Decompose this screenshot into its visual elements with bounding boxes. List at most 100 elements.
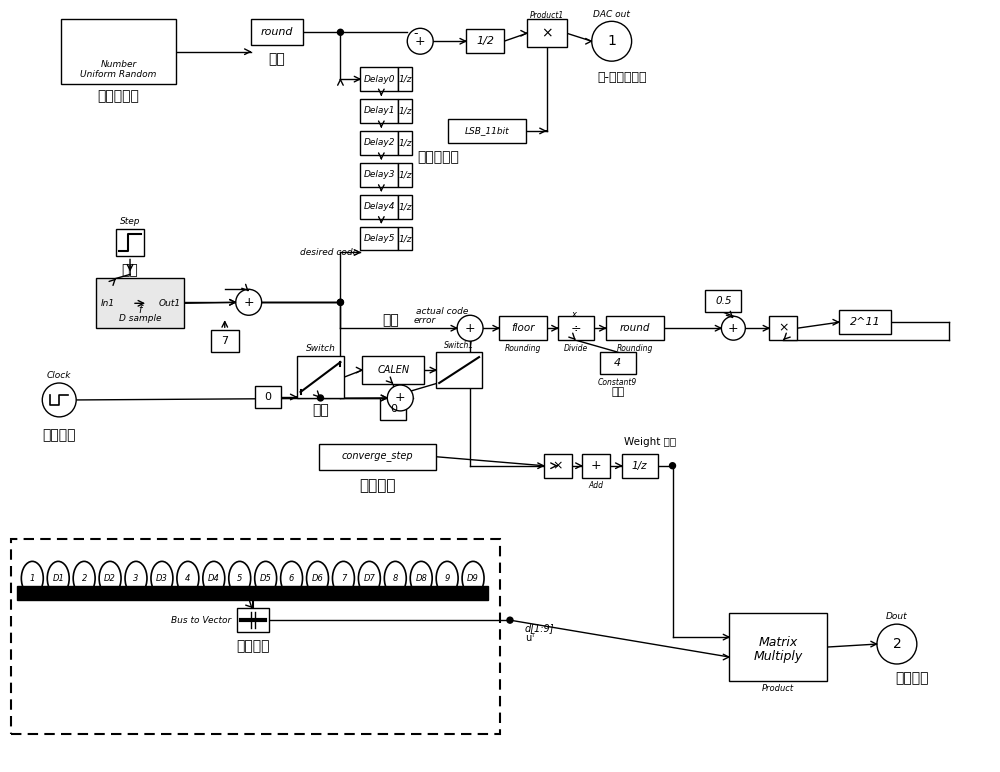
Ellipse shape — [384, 561, 406, 595]
Text: D2: D2 — [104, 574, 116, 583]
Text: 开关: 开关 — [312, 403, 329, 417]
Text: Delay0: Delay0 — [364, 75, 395, 83]
Text: Bus to Vector: Bus to Vector — [171, 615, 232, 625]
Text: D3: D3 — [156, 574, 168, 583]
Circle shape — [877, 624, 917, 664]
Text: DAC out: DAC out — [593, 10, 630, 19]
FancyBboxPatch shape — [499, 317, 547, 340]
Text: Delay4: Delay4 — [364, 202, 395, 212]
FancyBboxPatch shape — [360, 163, 398, 187]
Text: 8: 8 — [393, 574, 398, 583]
FancyBboxPatch shape — [116, 229, 144, 256]
Text: D9: D9 — [467, 574, 479, 583]
Text: 3: 3 — [133, 574, 139, 583]
Text: LSB_11bit: LSB_11bit — [465, 127, 509, 135]
FancyBboxPatch shape — [600, 352, 636, 374]
Text: 1/z: 1/z — [399, 234, 412, 243]
Text: +: + — [465, 322, 475, 335]
FancyBboxPatch shape — [360, 195, 398, 218]
Text: 误差: 误差 — [382, 313, 399, 327]
Ellipse shape — [177, 561, 199, 595]
Ellipse shape — [307, 561, 328, 595]
Text: x: x — [571, 310, 576, 319]
Text: D8: D8 — [415, 574, 427, 583]
FancyBboxPatch shape — [398, 99, 412, 123]
FancyBboxPatch shape — [11, 540, 500, 733]
Text: Dout: Dout — [886, 611, 908, 621]
Circle shape — [387, 385, 413, 411]
Text: +: + — [243, 296, 254, 309]
Text: Delay5: Delay5 — [364, 234, 395, 243]
Text: Rounding: Rounding — [505, 344, 541, 353]
Ellipse shape — [47, 561, 69, 595]
Text: 7: 7 — [221, 336, 228, 346]
FancyBboxPatch shape — [61, 19, 176, 84]
FancyBboxPatch shape — [398, 163, 412, 187]
Circle shape — [507, 617, 513, 623]
Ellipse shape — [255, 561, 277, 595]
Text: D6: D6 — [312, 574, 323, 583]
FancyBboxPatch shape — [251, 19, 303, 46]
Text: 1/z: 1/z — [399, 202, 412, 212]
FancyBboxPatch shape — [622, 454, 658, 478]
Text: Uniform Random: Uniform Random — [80, 69, 157, 79]
Text: Clock: Clock — [47, 371, 71, 380]
Text: 最低有效位: 最低有效位 — [417, 150, 459, 164]
FancyBboxPatch shape — [527, 19, 567, 47]
Text: Matrix: Matrix — [759, 635, 798, 648]
Text: Switch: Switch — [306, 344, 335, 353]
Text: 1/z: 1/z — [632, 461, 647, 471]
Text: desired code: desired code — [300, 248, 358, 257]
Ellipse shape — [229, 561, 251, 595]
Text: 1: 1 — [607, 34, 616, 48]
Text: 1: 1 — [30, 574, 35, 583]
Text: Switch1: Switch1 — [444, 340, 474, 350]
Circle shape — [670, 462, 676, 469]
Text: D7: D7 — [363, 574, 375, 583]
Text: 步长: 步长 — [122, 263, 138, 277]
Text: 收敛步长: 收敛步长 — [359, 478, 396, 493]
Text: Product: Product — [762, 685, 794, 693]
FancyBboxPatch shape — [96, 279, 184, 328]
Circle shape — [318, 395, 323, 401]
Ellipse shape — [332, 561, 354, 595]
Text: 6: 6 — [289, 574, 294, 583]
Text: Multiply: Multiply — [754, 649, 803, 662]
Text: Delay3: Delay3 — [364, 171, 395, 179]
Text: D5: D5 — [260, 574, 272, 583]
Text: 1/z: 1/z — [399, 171, 412, 179]
Ellipse shape — [462, 561, 484, 595]
FancyBboxPatch shape — [448, 119, 526, 143]
FancyBboxPatch shape — [466, 29, 504, 53]
Ellipse shape — [436, 561, 458, 595]
Circle shape — [337, 300, 343, 305]
Text: Delay2: Delay2 — [364, 138, 395, 147]
Text: ×: × — [778, 322, 788, 335]
Text: Weight 权重: Weight 权重 — [624, 437, 676, 447]
Text: 1/2: 1/2 — [476, 36, 494, 46]
Ellipse shape — [99, 561, 121, 595]
Text: 0: 0 — [390, 404, 397, 414]
FancyBboxPatch shape — [255, 386, 281, 408]
Ellipse shape — [73, 561, 95, 595]
Text: 1/z: 1/z — [399, 138, 412, 147]
Text: 1/z: 1/z — [399, 107, 412, 116]
FancyBboxPatch shape — [360, 99, 398, 123]
Text: 时钟信号: 时钟信号 — [42, 428, 76, 442]
FancyBboxPatch shape — [237, 608, 269, 632]
FancyBboxPatch shape — [360, 131, 398, 155]
FancyBboxPatch shape — [398, 131, 412, 155]
Circle shape — [337, 29, 343, 36]
FancyBboxPatch shape — [839, 310, 891, 334]
Ellipse shape — [281, 561, 303, 595]
Text: Out1: Out1 — [159, 299, 181, 308]
Text: ×: × — [553, 459, 563, 472]
Ellipse shape — [151, 561, 173, 595]
Text: converge_step: converge_step — [342, 452, 413, 462]
Text: +: + — [415, 35, 426, 48]
Ellipse shape — [410, 561, 432, 595]
Text: floor: floor — [511, 323, 535, 334]
Text: 总线矢量: 总线矢量 — [236, 639, 269, 653]
Text: ×: × — [541, 26, 553, 40]
Text: D1: D1 — [52, 574, 64, 583]
